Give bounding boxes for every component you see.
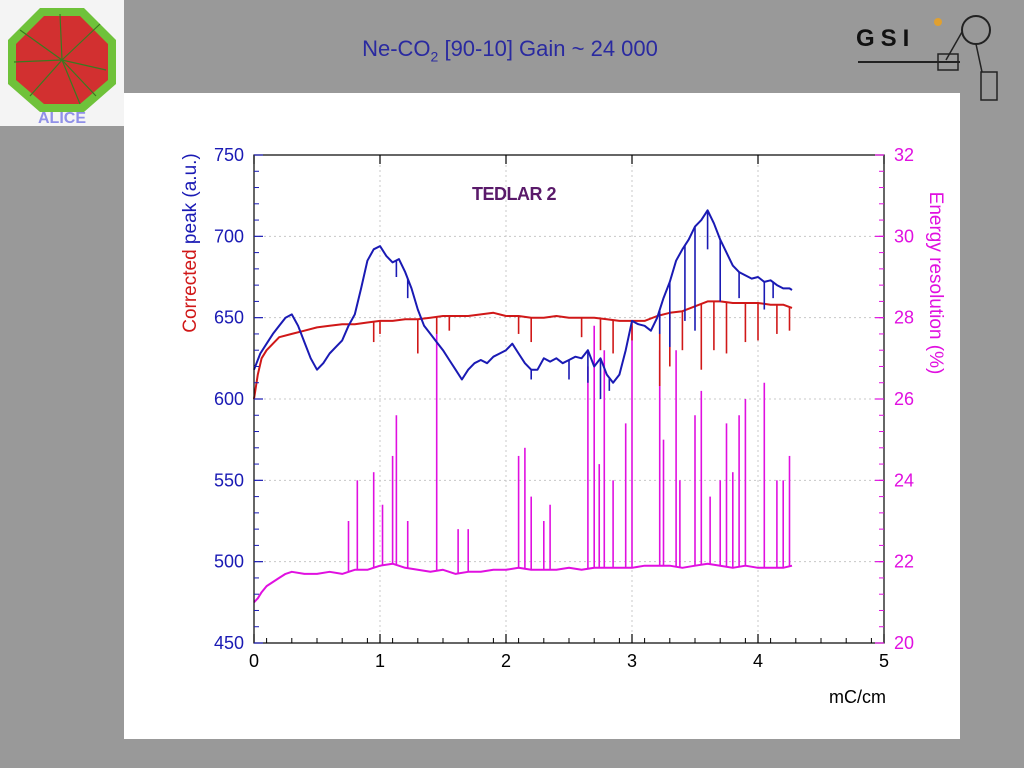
y-right-tick-label: 22 bbox=[894, 552, 914, 572]
x-tick-label: 0 bbox=[249, 651, 259, 671]
x-tick-label: 3 bbox=[627, 651, 637, 671]
slide-title-subscript: 2 bbox=[430, 48, 439, 65]
y-left-tick-label: 500 bbox=[214, 552, 244, 572]
gsi-logo-text: GSI bbox=[856, 25, 915, 52]
y-right-axis-label: Energy resolution (%) bbox=[925, 192, 946, 375]
y-left-label-corrected: Corrected bbox=[180, 249, 201, 332]
y-left-tick-label: 450 bbox=[214, 633, 244, 653]
gsi-logo: GSI bbox=[850, 10, 1010, 105]
slide-title-rest: [90-10] Gain ~ 24 000 bbox=[438, 36, 658, 61]
chart-title: TEDLAR 2 bbox=[472, 184, 556, 204]
tick-labels: 0 1 2 3 4 5 450 500 550 600 650 700 750 20 22 24 26 28 30 3… bbox=[214, 145, 914, 671]
y-right-tick-label: 28 bbox=[894, 308, 914, 328]
y-right-tick-label: 32 bbox=[894, 145, 914, 165]
chart: 0 1 2 3 4 5 450 500 550 600 650 700 750 20 22 24 26 28 30 3… bbox=[180, 145, 946, 707]
x-tick-label: 1 bbox=[375, 651, 385, 671]
series-corrected-peak-red bbox=[253, 300, 793, 400]
y-right-tick-label: 24 bbox=[894, 470, 914, 490]
ticks bbox=[253, 154, 885, 644]
y-right-tick-label: 26 bbox=[894, 389, 914, 409]
y-left-tick-label: 600 bbox=[214, 389, 244, 409]
alice-logo-text: ALICE bbox=[38, 110, 86, 126]
x-tick-label: 4 bbox=[753, 651, 763, 671]
series-energy-resolution bbox=[253, 562, 793, 603]
slide-title: Ne-CO2 [90-10] Gain ~ 24 000 bbox=[300, 36, 720, 64]
chart-panel bbox=[124, 93, 960, 739]
y-left-axis-label: Corrected peak (a.u.) bbox=[180, 153, 201, 333]
y-left-tick-label: 700 bbox=[214, 226, 244, 246]
y-left-tick-label: 750 bbox=[214, 145, 244, 165]
y-left-tick-label: 650 bbox=[214, 308, 244, 328]
series-corrected-peak-blue bbox=[253, 209, 793, 384]
alice-logo: ALICE bbox=[0, 0, 124, 127]
x-tick-label: 2 bbox=[501, 651, 511, 671]
y-left-tick-label: 550 bbox=[214, 470, 244, 490]
y-right-tick-label: 30 bbox=[894, 226, 914, 246]
y-left-label-peak-text: peak (a.u.) bbox=[180, 153, 201, 244]
slide-title-main: Ne-CO bbox=[362, 36, 431, 61]
y-right-tick-label: 20 bbox=[894, 633, 914, 653]
series-layer bbox=[253, 209, 793, 603]
x-axis-label: mC/cm bbox=[829, 687, 886, 707]
x-tick-label: 5 bbox=[879, 651, 889, 671]
